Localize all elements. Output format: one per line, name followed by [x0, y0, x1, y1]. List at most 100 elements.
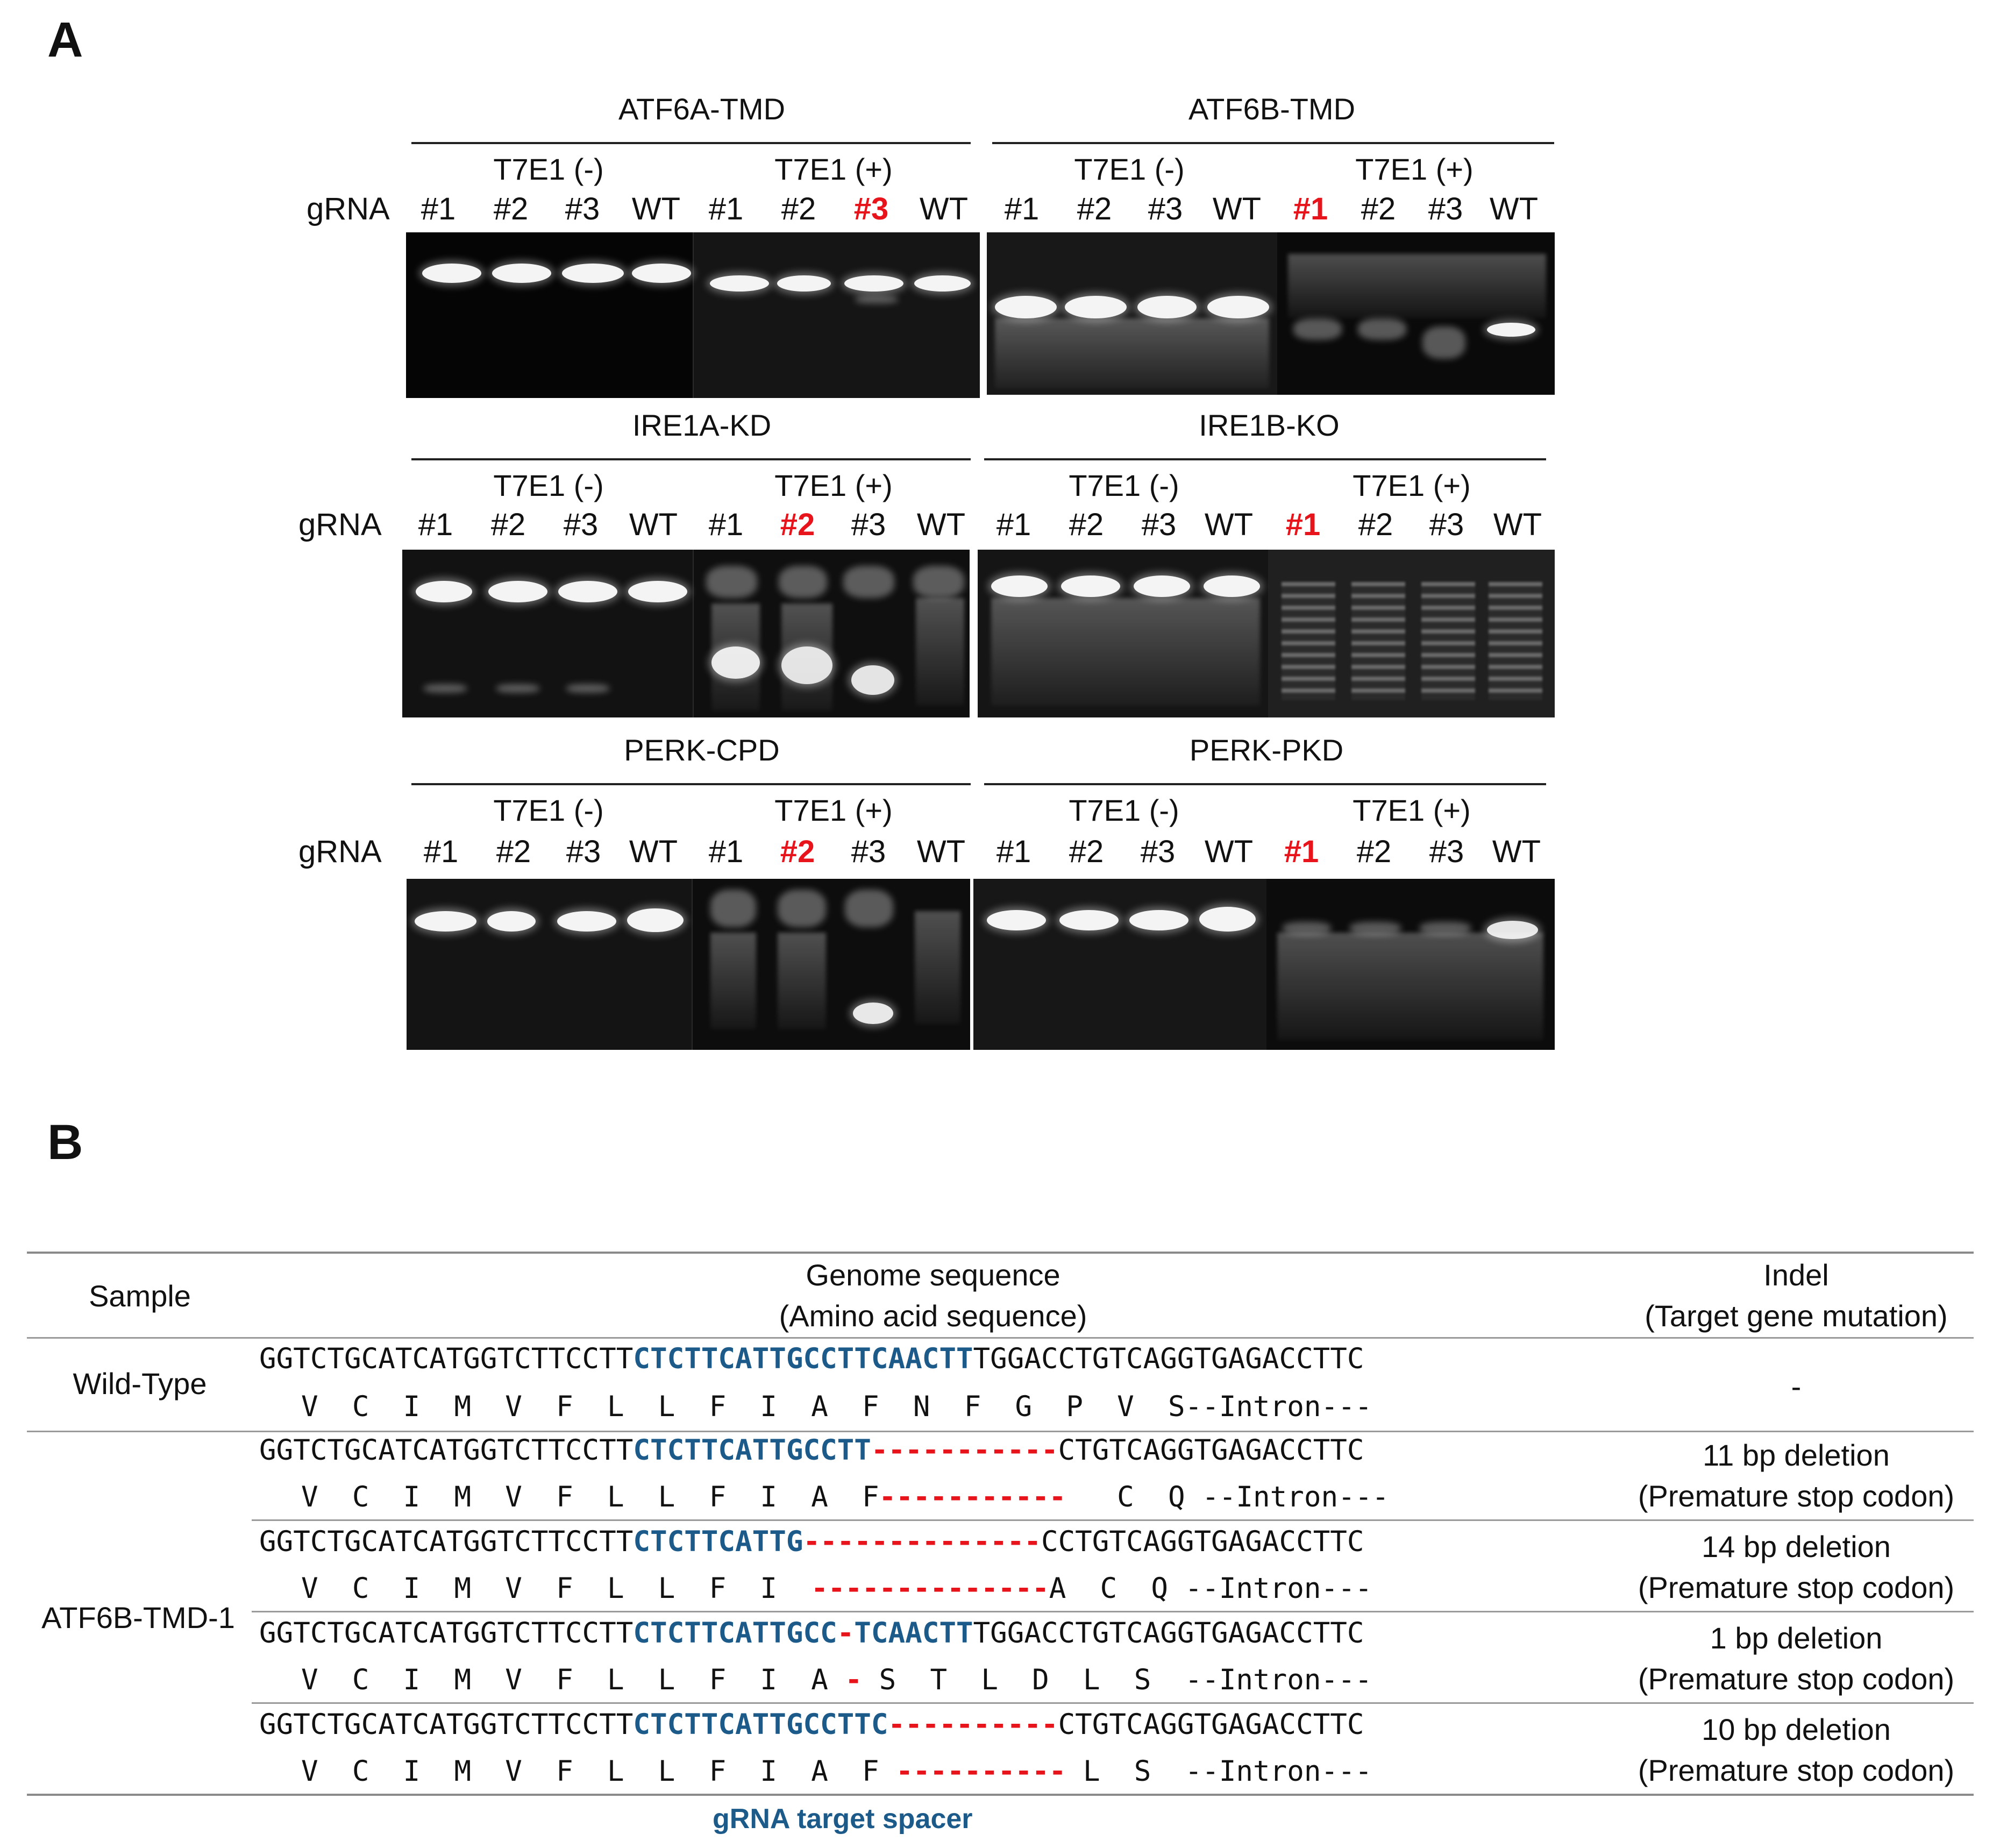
- gel-image-perk-cpd: [407, 879, 970, 1050]
- lane-label: WT: [1204, 834, 1254, 869]
- gRNA-spacer: CTCTTCATTG: [633, 1525, 803, 1558]
- lane-label: #2: [1361, 191, 1396, 226]
- gRNA-label: gRNA: [307, 191, 390, 226]
- lane-label: #1: [418, 507, 453, 542]
- lane-label: WT: [1493, 507, 1542, 542]
- table-top-rule: [27, 1252, 1974, 1254]
- gRNA-spacer: TCAACTT: [854, 1617, 973, 1650]
- lane-label: WT: [1204, 507, 1254, 542]
- gel-image-atf6a: [406, 232, 980, 398]
- lane-label: #1: [708, 191, 744, 226]
- selected-lane-label: #2: [780, 507, 815, 542]
- title-underline: [411, 142, 971, 144]
- gel-image-ire1b: [978, 550, 1555, 717]
- lane-label: WT: [631, 191, 681, 226]
- gRNA-spacer: CTCTTCATTGCCTT: [633, 1434, 871, 1467]
- lane-label: #3: [1429, 834, 1464, 869]
- indel-effect: (Premature stop codon): [1638, 1662, 1955, 1696]
- dna-sequence-row: GGTCTGCATCATGGTCTTCCTTCTCTTCATTGCCTT----…: [259, 1434, 1364, 1467]
- title-underline: [992, 142, 1554, 144]
- title-underline: [984, 783, 1546, 785]
- deletion: -: [845, 1664, 863, 1696]
- condition-plus: T7E1 (+): [1353, 793, 1471, 827]
- condition-minus: T7E1 (-): [1074, 152, 1185, 186]
- lane-label: WT: [1489, 191, 1539, 226]
- deletion: -: [837, 1617, 855, 1650]
- lane-label: #3: [851, 507, 886, 542]
- indel-type: 11 bp deletion: [1703, 1438, 1890, 1472]
- header-rule: [27, 1337, 1974, 1339]
- lane-label: #2: [1356, 834, 1392, 869]
- lane-label: WT: [919, 191, 969, 226]
- lane-label: #1: [996, 834, 1031, 869]
- sample-mutant: ATF6B-TMD-1: [41, 1601, 235, 1634]
- lane-label: #1: [708, 507, 744, 542]
- gel-title-perk-pkd: PERK-PKD: [1189, 733, 1344, 767]
- selected-lane-label: #2: [780, 834, 815, 869]
- lane-label: #1: [996, 507, 1031, 542]
- lane-label: #3: [565, 191, 600, 226]
- condition-plus: T7E1 (+): [774, 793, 893, 827]
- lane-label: #1: [423, 834, 459, 869]
- condition-minus: T7E1 (-): [493, 468, 604, 502]
- condition-minus: T7E1 (-): [1069, 793, 1179, 827]
- panel-b-label: B: [47, 1115, 83, 1170]
- gRNA-spacer: CTCTTCATTGCC: [633, 1617, 837, 1650]
- gRNA-spacer: CTCTTCATTGCCTTC: [633, 1708, 888, 1741]
- gel-title-ire1b: IRE1B-KO: [1199, 408, 1340, 442]
- lane-label: #2: [1069, 834, 1104, 869]
- indel-effect: (Premature stop codon): [1638, 1479, 1955, 1513]
- header-indel-sub: (Target gene mutation): [1645, 1299, 1948, 1333]
- condition-plus: T7E1 (+): [774, 468, 893, 502]
- deletion: ----------: [896, 1755, 1066, 1788]
- gel-title-atf6b: ATF6B-TMD: [1188, 92, 1356, 126]
- lane-label: #1: [708, 834, 744, 869]
- gel-image-atf6b: [987, 232, 1555, 395]
- row-rule: [252, 1702, 1974, 1704]
- aa-sequence-row: V C I M V F L L F I A F ---------- L S -…: [301, 1755, 1372, 1788]
- lane-label: #3: [1429, 507, 1464, 542]
- indel-type: 14 bp deletion: [1702, 1530, 1891, 1563]
- row-rule: [27, 1431, 1974, 1432]
- deletion: ----------: [888, 1708, 1058, 1741]
- indel-effect: (Premature stop codon): [1638, 1753, 1955, 1787]
- lane-label: #3: [1148, 191, 1183, 226]
- header-sequence: Genome sequence: [806, 1258, 1060, 1292]
- header-sequence-sub: (Amino acid sequence): [779, 1299, 1087, 1333]
- condition-plus: T7E1 (+): [1353, 468, 1471, 502]
- gRNA-spacer: CTCTTCATTGCCTTCAACTT: [633, 1342, 973, 1375]
- aa-sequence-row: V C I M V F L L F I A - S T L D L S --In…: [301, 1664, 1372, 1696]
- lane-label: WT: [916, 507, 966, 542]
- sample-wild-type: Wild-Type: [73, 1367, 207, 1401]
- row-rule: [252, 1519, 1974, 1521]
- lane-label: #3: [566, 834, 601, 869]
- lane-label: WT: [629, 507, 678, 542]
- lane-label: WT: [629, 834, 678, 869]
- lane-label: #3: [563, 507, 599, 542]
- lane-label: #2: [781, 191, 816, 226]
- gRNA-label: gRNA: [298, 834, 382, 869]
- gel-image-ire1a: [402, 550, 970, 717]
- lane-label: #2: [1069, 507, 1104, 542]
- condition-minus: T7E1 (-): [1069, 468, 1179, 502]
- selected-lane-label: #1: [1293, 191, 1328, 226]
- header-sample: Sample: [89, 1279, 191, 1313]
- row-rule: [252, 1611, 1974, 1612]
- selected-lane-label: #1: [1284, 834, 1319, 869]
- spacer-legend: gRNA target spacer: [713, 1803, 973, 1835]
- aa-sequence-row: V C I M V F L L F I A F N F G P V S--Int…: [301, 1390, 1372, 1423]
- gel-image-perk-pkd: [973, 879, 1555, 1050]
- title-underline: [411, 783, 971, 785]
- gel-title-atf6a: ATF6A-TMD: [618, 92, 786, 126]
- lane-label: WT: [1212, 191, 1262, 226]
- title-underline: [984, 458, 1546, 460]
- indel-type: 10 bp deletion: [1702, 1712, 1891, 1746]
- dna-sequence-row: GGTCTGCATCATGGTCTTCCTTCTCTTCATTGCCTTCAAC…: [259, 1342, 1364, 1375]
- lane-label: #2: [493, 191, 529, 226]
- condition-minus: T7E1 (-): [493, 152, 604, 186]
- lane-label: #2: [1077, 191, 1112, 226]
- condition-plus: T7E1 (+): [1355, 152, 1474, 186]
- lane-label: WT: [916, 834, 966, 869]
- deletion: --------------: [811, 1572, 1049, 1605]
- gel-title-perk-cpd: PERK-CPD: [624, 733, 780, 767]
